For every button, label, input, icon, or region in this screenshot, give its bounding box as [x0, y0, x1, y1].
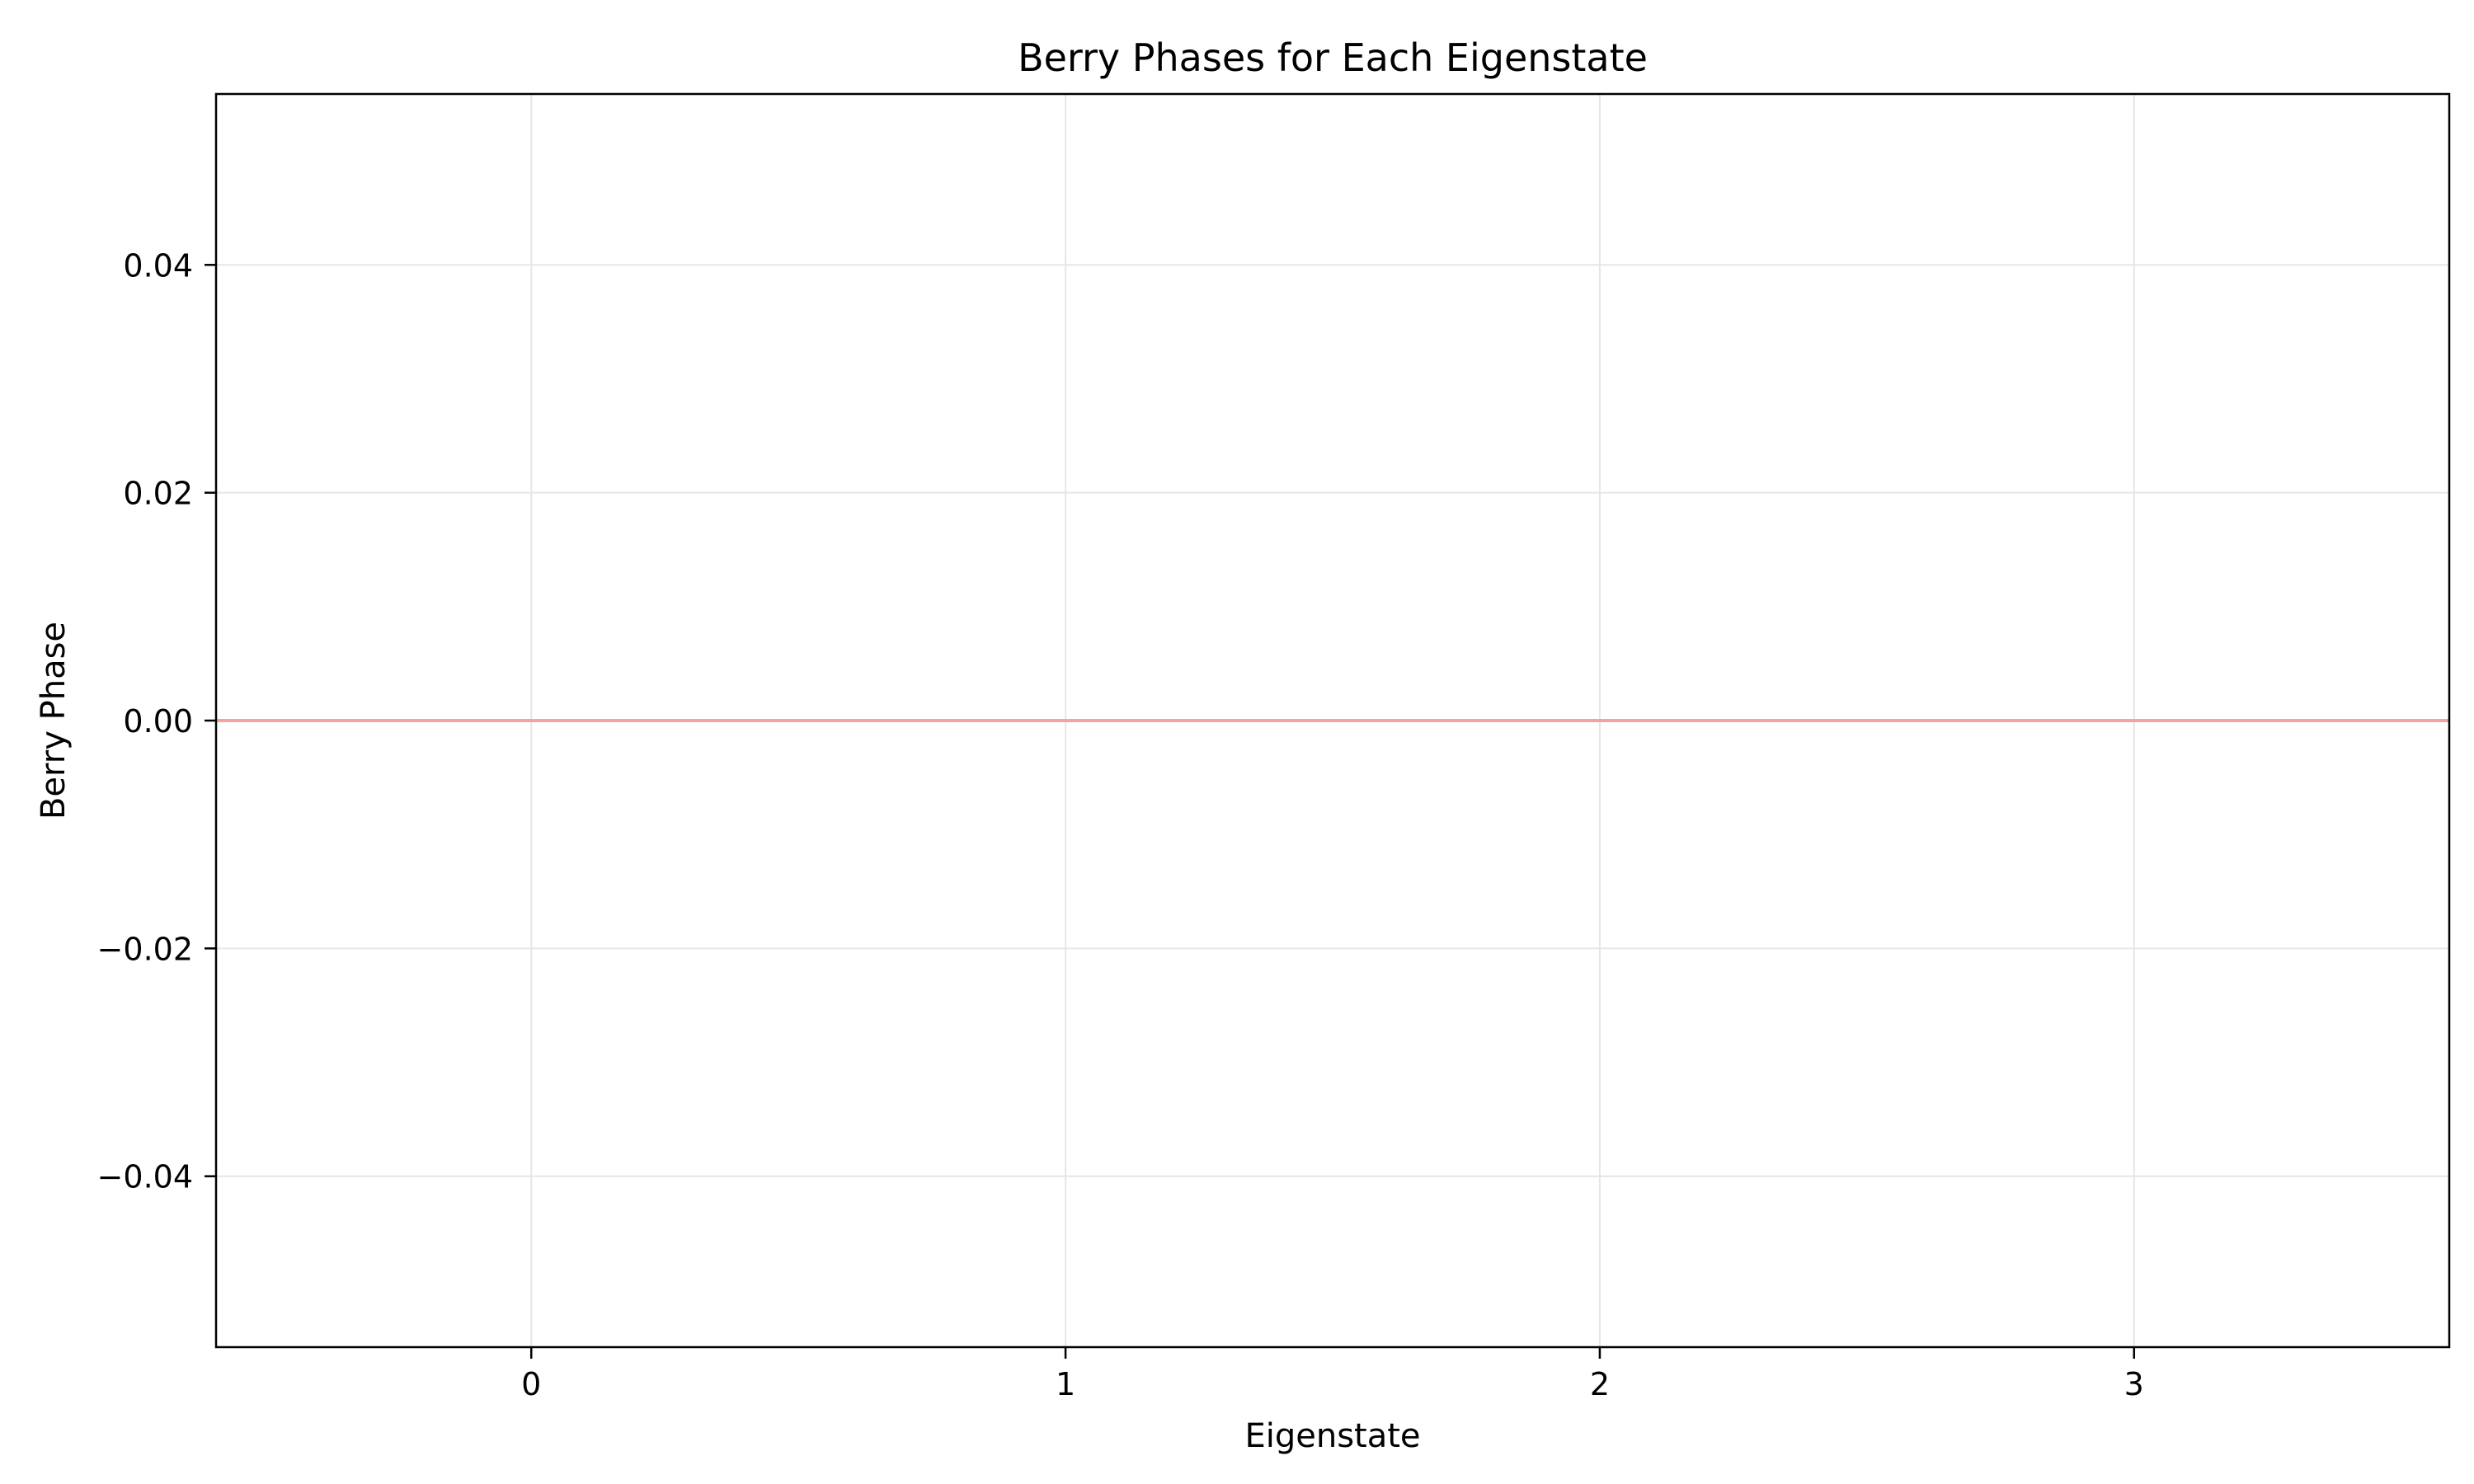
x-tick-label: 3 — [2124, 1366, 2144, 1402]
x-axis-label: Eigenstate — [1244, 1417, 1420, 1455]
y-tick-label: 0.04 — [123, 247, 193, 284]
x-tick-label: 0 — [521, 1366, 541, 1402]
x-tick-label: 1 — [1056, 1366, 1075, 1402]
y-axis-label: Berry Phase — [35, 622, 73, 819]
y-tick-label: 0.00 — [123, 703, 193, 740]
y-axis-ticks: −0.04 −0.02 0.00 0.02 0.04 — [97, 247, 216, 1195]
y-tick-label: 0.02 — [123, 476, 193, 512]
y-tick-label: −0.04 — [97, 1159, 193, 1195]
chart-title: Berry Phases for Each Eigenstate — [1018, 35, 1648, 80]
x-tick-label: 2 — [1590, 1366, 1610, 1402]
y-tick-label: −0.02 — [97, 931, 193, 967]
x-axis-ticks: 0 1 2 3 — [521, 1347, 2144, 1402]
